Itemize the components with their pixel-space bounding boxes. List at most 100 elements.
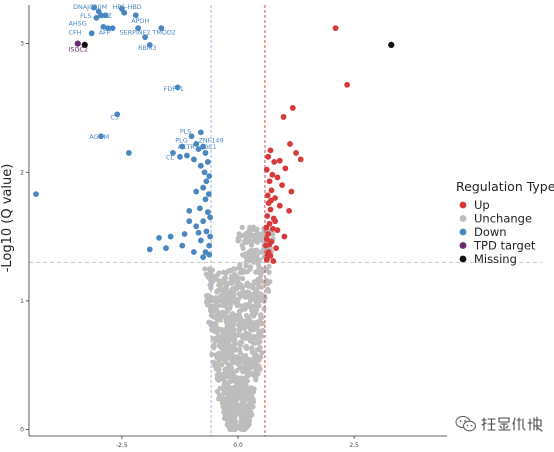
point-up: [274, 227, 281, 234]
point-up: [263, 224, 270, 231]
point-unchange: [250, 226, 256, 232]
gene-label: ZNF149: [199, 137, 224, 145]
gene-label: HPS-HBD: [113, 3, 142, 11]
point-down: [186, 218, 193, 225]
point-up: [270, 258, 277, 264]
gene-label: RBM3: [138, 44, 156, 52]
point-down: [158, 25, 165, 32]
point-unchange: [224, 321, 230, 327]
point-down: [33, 191, 39, 198]
point-up: [265, 231, 272, 237]
point-down: [100, 23, 107, 30]
point-down: [186, 207, 193, 214]
gene-label: ACTR: [178, 143, 196, 151]
x-tick-label: -2.5: [116, 442, 128, 449]
point-unchange: [252, 319, 258, 326]
point-up: [287, 141, 293, 147]
point-unchange: [236, 237, 242, 244]
point-down: [207, 233, 214, 240]
point-up: [288, 188, 295, 195]
point-unchange: [250, 308, 257, 315]
point-down: [114, 111, 121, 118]
point-down: [188, 133, 195, 140]
gene-label: PHZ: [99, 12, 113, 20]
point-unchange: [256, 296, 262, 303]
point-up: [263, 236, 270, 243]
point-unchange: [219, 362, 225, 368]
point-unchange: [253, 335, 259, 341]
y-tick-label: 2: [20, 169, 24, 176]
point-unchange: [238, 339, 244, 346]
legend-swatch: [459, 255, 467, 263]
point-up: [280, 114, 287, 120]
point-down: [179, 143, 186, 150]
point-down: [142, 34, 149, 41]
point-unchange: [255, 280, 261, 287]
point-unchange: [244, 373, 250, 379]
point-up: [267, 206, 274, 213]
point-unchange: [238, 382, 244, 388]
wechat-icon: [455, 415, 477, 432]
point-unchange: [252, 297, 258, 304]
point-up: [266, 178, 273, 185]
point-unchange: [254, 286, 260, 292]
legend-swatch: [459, 242, 467, 249]
y-axis-label: -Log10 (Q value): [0, 164, 15, 273]
gene-label: DNAJC30M: [73, 3, 107, 11]
point-unchange: [233, 346, 239, 353]
point-unchange: [220, 269, 227, 275]
point-unchange: [226, 412, 232, 419]
point-down: [174, 84, 181, 91]
point-unchange: [243, 343, 249, 349]
point-up: [344, 81, 351, 88]
point-down: [146, 246, 153, 253]
point-unchange: [209, 351, 215, 357]
point-unchange: [224, 351, 230, 357]
point-unchange: [223, 373, 230, 379]
legend-swatch: [459, 215, 467, 222]
point-unchange: [225, 331, 231, 337]
gene-label: SERPINF2 TMOD2: [120, 29, 176, 37]
point-unchange: [216, 270, 222, 276]
point-down: [205, 191, 212, 198]
gene-label: AHSG: [69, 20, 87, 28]
x-tick-label: 2.5: [349, 442, 359, 449]
point-unchange: [240, 392, 247, 399]
point-unchange: [258, 312, 264, 318]
point-unchange: [236, 308, 242, 315]
point-unchange: [242, 361, 248, 367]
point-unchange: [265, 279, 271, 285]
point-up: [289, 105, 296, 111]
watermark-logo: [481, 416, 543, 432]
point-unchange: [218, 313, 224, 319]
point-unchange: [212, 363, 218, 369]
significant-points: [33, 4, 395, 264]
point-unchange: [240, 369, 246, 375]
point-unchange: [240, 422, 247, 428]
point-unchange: [206, 274, 212, 281]
point-unchange: [238, 233, 244, 239]
point-unchange: [234, 302, 240, 309]
point-up: [264, 192, 271, 199]
point-unchange: [225, 268, 231, 274]
point-unchange: [245, 291, 252, 298]
watermark: [455, 413, 554, 435]
point-down: [190, 156, 197, 163]
point-tpd: [74, 40, 81, 47]
point-unchange: [217, 317, 224, 323]
point-unchange: [254, 252, 260, 258]
point-unchange: [243, 377, 249, 383]
point-unchange: [249, 338, 255, 344]
point-unchange: [230, 320, 237, 326]
point-unchange: [220, 297, 226, 303]
point-unchange: [221, 400, 228, 406]
point-up: [266, 220, 273, 227]
point-up: [276, 157, 283, 164]
gene-label: PLS: [180, 128, 191, 136]
point-unchange: [222, 275, 229, 281]
point-down: [170, 150, 176, 156]
point-down: [202, 150, 209, 156]
point-missing: [81, 41, 88, 48]
